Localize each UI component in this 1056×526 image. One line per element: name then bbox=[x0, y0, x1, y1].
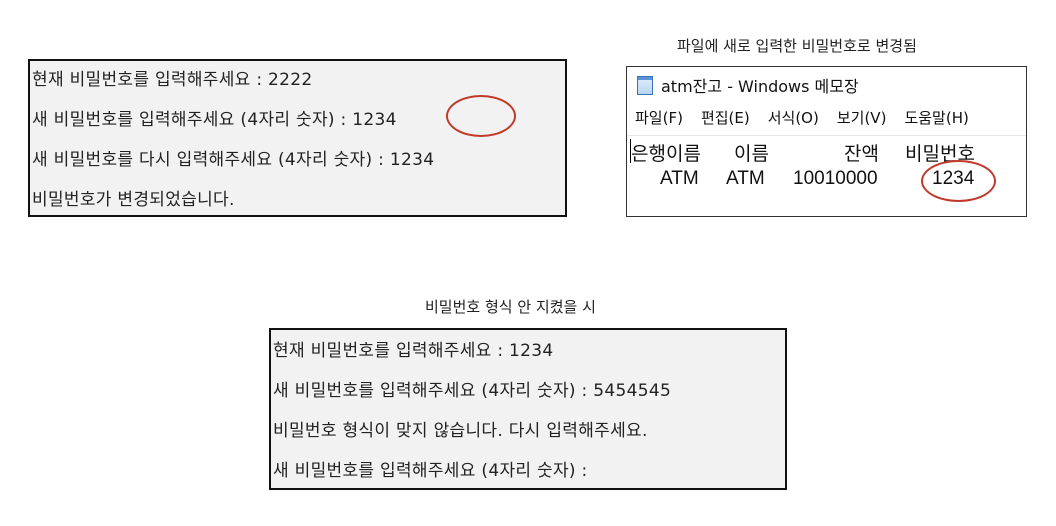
console-line: 현재 비밀번호를 입력해주세요 : 1234 bbox=[273, 341, 554, 361]
notepad-text-area[interactable]: 은행이름 이름 잔액 비밀번호 ATM ATM 10010000 1234 bbox=[627, 135, 1026, 216]
cell-name: ATM bbox=[726, 168, 765, 189]
notepad-menu-bar: 파일(F) 편집(E) 서식(O) 보기(V) 도움말(H) bbox=[635, 107, 969, 128]
column-balance: 잔액 bbox=[844, 144, 879, 165]
menu-edit[interactable]: 편집(E) bbox=[700, 109, 750, 127]
notepad-window: atm잔고 - Windows 메모장 파일(F) 편집(E) 서식(O) 보기… bbox=[626, 66, 1027, 217]
console-line: 새 비밀번호를 입력해주세요 (4자리 숫자) : 1234 bbox=[32, 110, 397, 130]
text-caret bbox=[630, 139, 631, 163]
notepad-icon bbox=[637, 75, 653, 95]
console-line: 현재 비밀번호를 입력해주세요 : 2222 bbox=[32, 70, 313, 90]
menu-help[interactable]: 도움말(H) bbox=[904, 109, 969, 127]
notepad-title: atm잔고 - Windows 메모장 bbox=[661, 77, 859, 96]
notepad-caption: 파일에 새로 입력한 비밀번호로 변경됨 bbox=[677, 37, 917, 55]
highlight-circle bbox=[921, 160, 996, 202]
column-bank-name: 은행이름 bbox=[631, 144, 701, 165]
menu-format[interactable]: 서식(O) bbox=[767, 109, 819, 127]
menu-view[interactable]: 보기(V) bbox=[836, 109, 887, 127]
menu-file[interactable]: 파일(F) bbox=[635, 109, 683, 127]
notepad-title-bar: atm잔고 - Windows 메모장 bbox=[627, 67, 1026, 103]
cell-balance: 10010000 bbox=[793, 168, 878, 189]
column-password: 비밀번호 bbox=[905, 144, 975, 165]
console-output-invalid: 현재 비밀번호를 입력해주세요 : 1234 새 비밀번호를 입력해주세요 (4… bbox=[269, 328, 787, 490]
console-output-success: 현재 비밀번호를 입력해주세요 : 2222 새 비밀번호를 입력해주세요 (4… bbox=[28, 59, 567, 217]
console-line: 새 비밀번호를 입력해주세요 (4자리 숫자) : bbox=[273, 461, 588, 481]
console-line: 새 비밀번호를 입력해주세요 (4자리 숫자) : 5454545 bbox=[273, 381, 672, 401]
highlight-circle bbox=[446, 95, 516, 137]
cell-bank-name: ATM bbox=[660, 168, 699, 189]
console-line: 새 비밀번호를 다시 입력해주세요 (4자리 숫자) : 1234 bbox=[32, 150, 435, 170]
invalid-format-caption: 비밀번호 형식 안 지켰을 시 bbox=[425, 298, 596, 316]
column-name: 이름 bbox=[734, 144, 769, 165]
console-line: 비밀번호 형식이 맞지 않습니다. 다시 입력해주세요. bbox=[273, 421, 648, 441]
console-line: 비밀번호가 변경되었습니다. bbox=[32, 190, 235, 210]
